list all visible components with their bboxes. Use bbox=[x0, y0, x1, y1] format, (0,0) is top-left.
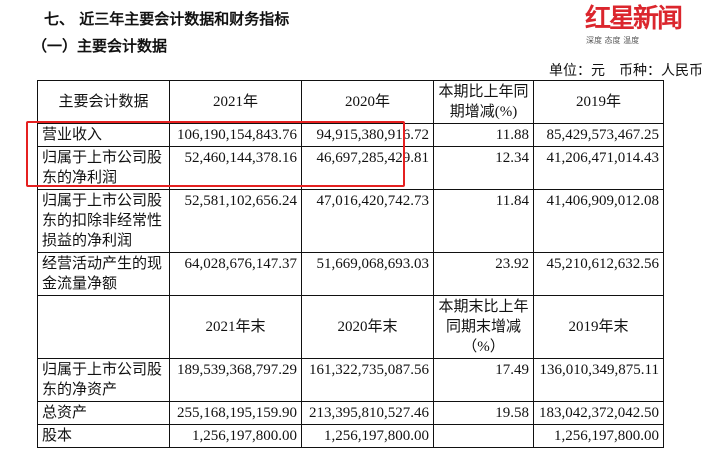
row-label: 股本 bbox=[37, 424, 170, 448]
value-cell: 1,256,197,800.00 bbox=[301, 424, 434, 448]
section-title: 七、 近三年主要会计数据和财务指标 bbox=[44, 10, 290, 28]
row-label: 归属于上市公司股东的净资产 bbox=[37, 358, 170, 402]
value-cell: 161,322,735,087.56 bbox=[301, 358, 434, 402]
value-cell: 41,206,471,014.43 bbox=[533, 146, 664, 190]
value-cell: 19.58 bbox=[433, 401, 534, 425]
value-cell: 23.92 bbox=[433, 252, 534, 296]
header-cell: 2020年 bbox=[301, 80, 434, 124]
watermark-tagline: 深度 态度 温度 bbox=[586, 36, 640, 45]
row-label: 经营活动产生的现金流量净额 bbox=[37, 252, 170, 296]
row-label: 归属于上市公司股东的净利润 bbox=[37, 146, 170, 190]
table-row: 归属于上市公司股东的净资产 189,539,368,797.29 161,322… bbox=[37, 358, 664, 402]
value-cell: 255,168,195,159.90 bbox=[169, 401, 302, 425]
value-cell: 183,042,372,042.50 bbox=[533, 401, 664, 425]
value-cell: 94,915,380,916.72 bbox=[301, 123, 434, 147]
value-cell: 189,539,368,797.29 bbox=[169, 358, 302, 402]
table-header-row: 2021年末 2020年末 本期末比上年同期末增减（%） 2019年末 bbox=[37, 295, 664, 359]
watermark-logo: 红星新闻 bbox=[585, 4, 683, 34]
row-label: 营业收入 bbox=[37, 123, 170, 147]
table-row: 归属于上市公司股东的扣除非经常性损益的净利润 52,581,102,656.24… bbox=[37, 189, 664, 253]
value-cell: 1,256,197,800.00 bbox=[533, 424, 664, 448]
value-cell: 11.88 bbox=[433, 123, 534, 147]
table-row: 经营活动产生的现金流量净额 64,028,676,147.37 51,669,0… bbox=[37, 252, 664, 296]
value-cell: 52,581,102,656.24 bbox=[169, 189, 302, 253]
value-cell: 12.34 bbox=[433, 146, 534, 190]
unit-note: 单位：元 币种：人民币 bbox=[549, 64, 703, 79]
value-cell: 45,210,612,632.56 bbox=[533, 252, 664, 296]
header-cell: 2019年末 bbox=[533, 295, 664, 359]
value-cell: 52,460,144,378.16 bbox=[169, 146, 302, 190]
table-row: 股本 1,256,197,800.00 1,256,197,800.00 1,2… bbox=[37, 424, 664, 448]
accounting-data-table: 主要会计数据 2021年 2020年 本期比上年同期增减(%) 2019年 营业… bbox=[37, 80, 664, 448]
row-label: 总资产 bbox=[37, 401, 170, 425]
table-row: 归属于上市公司股东的净利润 52,460,144,378.16 46,697,2… bbox=[37, 146, 664, 190]
value-cell: 51,669,068,693.03 bbox=[301, 252, 434, 296]
value-cell: 64,028,676,147.37 bbox=[169, 252, 302, 296]
header-cell: 2020年末 bbox=[301, 295, 434, 359]
value-cell bbox=[433, 424, 534, 448]
header-cell: 2021年 bbox=[169, 80, 302, 124]
value-cell: 106,190,154,843.76 bbox=[169, 123, 302, 147]
value-cell: 136,010,349,875.11 bbox=[533, 358, 664, 402]
value-cell: 41,406,909,012.08 bbox=[533, 189, 664, 253]
table-header-row: 主要会计数据 2021年 2020年 本期比上年同期增减(%) 2019年 bbox=[37, 80, 664, 124]
header-cell: 2019年 bbox=[533, 80, 664, 124]
value-cell: 1,256,197,800.00 bbox=[169, 424, 302, 448]
value-cell: 47,016,420,742.73 bbox=[301, 189, 434, 253]
value-cell: 46,697,285,429.81 bbox=[301, 146, 434, 190]
subsection-title: （一）主要会计数据 bbox=[32, 37, 168, 55]
header-cell: 主要会计数据 bbox=[37, 80, 170, 124]
header-cell: 本期末比上年同期末增减（%） bbox=[433, 295, 534, 359]
header-cell bbox=[37, 295, 170, 359]
table-row: 营业收入 106,190,154,843.76 94,915,380,916.7… bbox=[37, 123, 664, 147]
value-cell: 85,429,573,467.25 bbox=[533, 123, 664, 147]
header-cell: 2021年末 bbox=[169, 295, 302, 359]
value-cell: 213,395,810,527.46 bbox=[301, 401, 434, 425]
table-row: 总资产 255,168,195,159.90 213,395,810,527.4… bbox=[37, 401, 664, 425]
header-cell: 本期比上年同期增减(%) bbox=[433, 80, 534, 124]
value-cell: 11.84 bbox=[433, 189, 534, 253]
row-label: 归属于上市公司股东的扣除非经常性损益的净利润 bbox=[37, 189, 170, 253]
value-cell: 17.49 bbox=[433, 358, 534, 402]
